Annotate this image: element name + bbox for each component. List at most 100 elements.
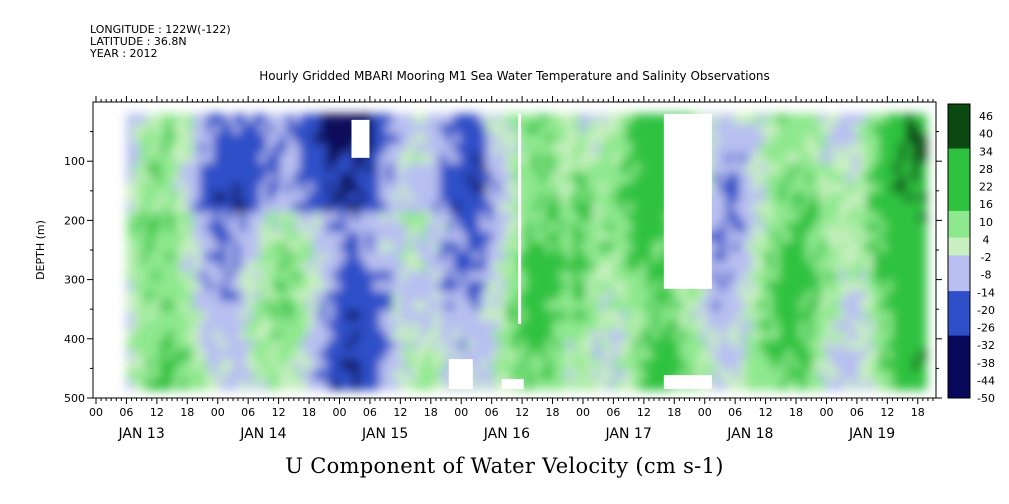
heatmap-cell bbox=[606, 133, 614, 145]
heatmap-cell bbox=[319, 379, 328, 391]
heatmap-cell bbox=[139, 221, 148, 233]
heatmap-cell bbox=[745, 221, 754, 233]
missing-data-gap bbox=[518, 113, 522, 324]
heatmap-cell bbox=[845, 280, 854, 292]
heatmap-cell bbox=[765, 320, 774, 332]
heatmap-cell bbox=[279, 280, 288, 292]
heatmap-cell bbox=[745, 251, 754, 263]
heatmap-cell bbox=[419, 369, 428, 381]
heatmap-cell bbox=[586, 133, 594, 145]
heatmap-cell bbox=[599, 280, 608, 292]
heatmap-cell bbox=[739, 349, 747, 361]
heatmap-cell bbox=[332, 162, 341, 174]
heatmap-cell bbox=[812, 271, 821, 282]
heatmap-cell bbox=[586, 251, 594, 263]
heatmap-cell bbox=[526, 330, 534, 341]
heatmap-cell bbox=[366, 359, 374, 371]
heatmap-cell bbox=[859, 280, 867, 292]
heatmap-cell bbox=[472, 212, 481, 223]
heatmap-cell bbox=[825, 300, 834, 312]
heatmap-cell bbox=[326, 359, 334, 371]
heatmap-cell bbox=[632, 349, 641, 361]
heatmap-cell bbox=[885, 339, 894, 351]
heatmap-cell bbox=[179, 192, 188, 204]
heatmap-cell bbox=[905, 231, 914, 243]
heatmap-cell bbox=[173, 300, 181, 312]
heatmap-cell bbox=[905, 202, 914, 214]
heatmap-cell bbox=[432, 202, 441, 214]
heatmap-cell bbox=[519, 202, 528, 214]
heatmap-cell bbox=[406, 339, 414, 351]
heatmap-cell bbox=[173, 290, 181, 302]
heatmap-cell bbox=[859, 379, 867, 391]
heatmap-cell bbox=[406, 271, 414, 282]
heatmap-cell bbox=[173, 261, 181, 273]
heatmap-cell bbox=[279, 221, 288, 233]
heatmap-cell bbox=[626, 300, 634, 312]
heatmap-cell bbox=[559, 271, 568, 282]
heatmap-cell bbox=[526, 339, 534, 351]
heatmap-cell bbox=[319, 261, 328, 273]
heatmap-cell bbox=[499, 359, 508, 371]
heatmap-cell bbox=[632, 330, 641, 341]
heatmap-cell bbox=[839, 280, 847, 292]
heatmap-cell bbox=[299, 221, 308, 233]
heatmap-cell bbox=[252, 369, 261, 381]
heatmap-cell bbox=[292, 182, 301, 194]
heatmap-cell bbox=[219, 300, 228, 312]
heatmap-cell bbox=[219, 212, 228, 223]
heatmap-cell bbox=[219, 359, 228, 371]
heatmap-cell bbox=[552, 231, 561, 243]
heatmap-cell bbox=[512, 123, 521, 135]
heatmap-cell bbox=[865, 162, 874, 174]
heatmap-cell bbox=[252, 212, 261, 223]
heatmap-cell bbox=[459, 212, 468, 223]
heatmap-cell bbox=[319, 349, 328, 361]
heatmap-cell bbox=[845, 231, 854, 243]
heatmap-cell bbox=[912, 192, 921, 204]
heatmap-cell bbox=[386, 162, 394, 174]
heatmap-cell bbox=[499, 300, 508, 312]
heatmap-cell bbox=[426, 153, 434, 164]
heatmap-cell bbox=[799, 182, 807, 194]
heatmap-cell bbox=[146, 280, 155, 292]
heatmap-cell bbox=[479, 231, 488, 243]
heatmap-cell bbox=[226, 153, 235, 164]
heatmap-cell bbox=[526, 212, 534, 223]
heatmap-cell bbox=[139, 241, 148, 253]
heatmap-cell bbox=[292, 162, 301, 174]
heatmap-cell bbox=[812, 330, 821, 341]
heatmap-cell bbox=[919, 143, 927, 155]
heatmap-cell bbox=[326, 182, 334, 194]
heatmap-cell bbox=[526, 300, 534, 312]
missing-data-gap bbox=[351, 119, 370, 158]
heatmap-cell bbox=[426, 192, 434, 204]
heatmap-cell bbox=[852, 221, 861, 233]
heatmap-cell bbox=[306, 172, 314, 184]
heatmap-cell bbox=[186, 133, 195, 145]
heatmap-cell bbox=[519, 231, 528, 243]
heatmap-cell bbox=[799, 261, 807, 273]
heatmap-cell bbox=[399, 300, 408, 312]
heatmap-cell bbox=[905, 113, 914, 125]
heatmap-cell bbox=[139, 320, 148, 332]
heatmap-cell bbox=[632, 339, 641, 351]
heatmap-cell bbox=[725, 330, 734, 341]
heatmap-cell bbox=[486, 221, 494, 233]
heatmap-cell bbox=[512, 300, 521, 312]
heatmap-cell bbox=[652, 379, 661, 391]
heatmap-cell bbox=[299, 271, 308, 282]
heatmap-cell bbox=[832, 251, 841, 263]
heatmap-cell bbox=[392, 271, 401, 282]
heatmap-cell bbox=[372, 349, 381, 361]
heatmap-cell bbox=[546, 280, 554, 292]
heatmap-cell bbox=[159, 359, 168, 371]
heatmap-cell bbox=[166, 359, 175, 371]
heatmap-cell bbox=[579, 310, 588, 322]
heatmap-cell bbox=[539, 339, 548, 351]
heatmap-cell bbox=[206, 231, 215, 243]
heatmap-cell bbox=[745, 153, 754, 164]
heatmap-cell bbox=[339, 310, 348, 322]
heatmap-cell bbox=[466, 133, 474, 145]
heatmap-cell bbox=[452, 221, 461, 233]
